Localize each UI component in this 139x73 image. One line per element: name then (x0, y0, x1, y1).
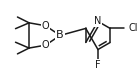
Text: O: O (42, 40, 49, 50)
Text: Cl: Cl (129, 23, 138, 33)
Text: B: B (56, 30, 64, 40)
Text: F: F (95, 60, 101, 70)
Text: N: N (94, 16, 102, 26)
Text: O: O (42, 21, 49, 31)
